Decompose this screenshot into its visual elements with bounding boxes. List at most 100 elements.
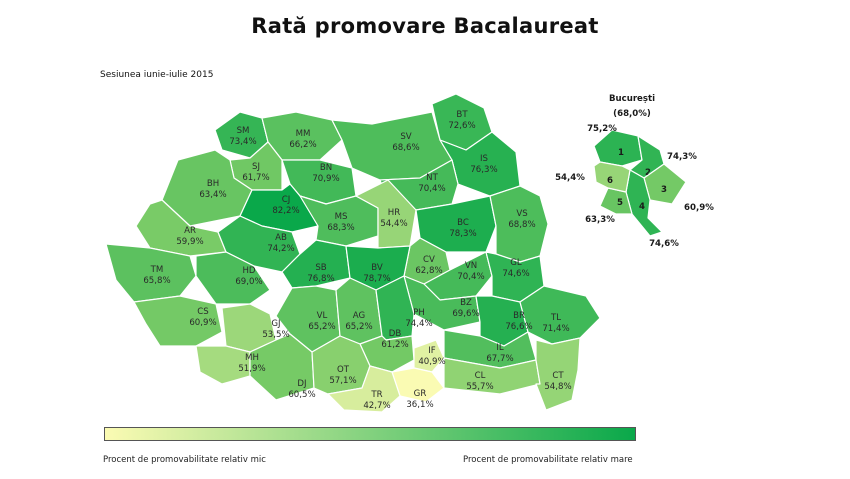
county-value-vs: 68,8% <box>508 220 535 230</box>
county-value-is: 76,3% <box>470 165 497 175</box>
sector-number-5: 5 <box>617 198 623 208</box>
county-code-dj: DJ <box>297 379 306 389</box>
county-value-bn: 70,9% <box>312 174 339 184</box>
county-code-sb: SB <box>315 263 326 273</box>
county-value-bc: 78,3% <box>449 229 476 239</box>
labels-layer: SM73,4%MM66,2%BT72,6%SV68,6%IS76,3%SJ61,… <box>143 110 571 411</box>
county-code-ag: AG <box>353 311 365 321</box>
county-value-ab: 74,2% <box>267 244 294 254</box>
county-value-sm: 73,4% <box>229 137 256 147</box>
county-code-cv: CV <box>423 255 435 265</box>
county-tr <box>327 365 401 413</box>
county-value-br: 76,6% <box>505 322 532 332</box>
county-code-gl: GL <box>510 258 522 268</box>
county-code-vn: VN <box>465 261 477 271</box>
county-code-bz: BZ <box>460 298 472 308</box>
county-value-ct: 54,8% <box>544 382 571 392</box>
county-if <box>413 339 445 373</box>
county-value-ar: 59,9% <box>176 237 203 247</box>
sector-6 <box>593 161 631 193</box>
county-ct <box>535 337 581 411</box>
county-tl <box>519 285 601 345</box>
county-value-gj: 53,5% <box>262 330 289 340</box>
county-code-if: IF <box>428 346 436 356</box>
county-code-vl: VL <box>317 311 328 321</box>
county-code-nt: NT <box>426 173 438 183</box>
county-value-gl: 74,6% <box>502 269 529 279</box>
county-value-mh: 51,9% <box>238 364 265 374</box>
county-code-mm: MM <box>296 129 311 139</box>
sector-value-2: 74,3% <box>667 152 697 162</box>
county-value-bz: 69,6% <box>452 309 479 319</box>
county-value-sb: 76,8% <box>307 274 334 284</box>
county-tm <box>105 243 197 303</box>
sectors-layer: 1 75,2% 2 74,3% 3 60,9% 4 74,6% 563,3% 6 54,4% <box>555 124 714 249</box>
county-code-cl: CL <box>475 371 486 381</box>
sector-value-1: 75,2% <box>587 124 617 134</box>
bucharest-value: (68,0%) <box>613 109 651 119</box>
county-value-mm: 66,2% <box>289 140 316 150</box>
county-code-bt: BT <box>456 110 468 120</box>
county-code-bc: BC <box>457 218 469 228</box>
county-code-tl: TL <box>550 313 561 323</box>
map-title: Rată promovare Bacalaureat <box>251 14 599 38</box>
sector-value-3: 60,9% <box>684 203 714 213</box>
county-code-sv: SV <box>400 132 411 142</box>
sector-value-5: 63,3% <box>585 215 615 225</box>
county-code-bv: BV <box>371 263 383 273</box>
county-code-gj: GJ <box>271 319 280 329</box>
county-value-tr: 42,7% <box>363 401 390 411</box>
county-code-ms: MS <box>335 212 348 222</box>
county-value-bt: 72,6% <box>448 121 475 131</box>
county-code-il: IL <box>496 343 504 353</box>
county-value-if: 40,9% <box>418 357 445 367</box>
county-value-ot: 57,1% <box>329 376 356 386</box>
county-value-sv: 68,6% <box>392 143 419 153</box>
county-value-bv: 78,7% <box>363 274 390 284</box>
county-code-cj: CJ <box>282 195 291 205</box>
county-value-sj: 61,7% <box>242 173 269 183</box>
county-value-il: 67,7% <box>486 354 513 364</box>
county-value-cj: 82,2% <box>272 206 299 216</box>
county-code-db: DB <box>389 329 402 339</box>
sector-value-6: 54,4% <box>555 173 585 183</box>
county-value-dj: 60,5% <box>288 390 315 400</box>
county-code-ab: AB <box>275 233 287 243</box>
county-value-cv: 62,8% <box>415 266 442 276</box>
county-value-tm: 65,8% <box>143 276 170 286</box>
sector-number-3: 3 <box>661 185 667 195</box>
county-code-hr: HR <box>388 208 400 218</box>
county-code-ot: OT <box>337 365 350 375</box>
county-code-br: BR <box>513 311 525 321</box>
county-value-vl: 65,2% <box>308 322 335 332</box>
county-value-nt: 70,4% <box>418 184 445 194</box>
county-value-ag: 65,2% <box>345 322 372 332</box>
county-value-ph: 74,4% <box>405 319 432 329</box>
county-value-hr: 54,4% <box>380 219 407 229</box>
county-value-gr: 36,1% <box>406 400 433 410</box>
sector-value-4: 74,6% <box>649 239 679 249</box>
county-value-hd: 69,0% <box>235 277 262 287</box>
county-code-mh: MH <box>245 353 259 363</box>
county-code-hd: HD <box>242 266 255 276</box>
county-code-ar: AR <box>184 226 196 236</box>
county-code-tm: TM <box>150 265 164 275</box>
map-subtitle: Sesiunea iunie-iulie 2015 <box>100 70 214 80</box>
counties-layer <box>105 93 601 413</box>
county-value-db: 61,2% <box>381 340 408 350</box>
legend-color-bar <box>104 427 636 441</box>
sector-number-1: 1 <box>618 148 624 158</box>
sector-number-2: 2 <box>645 168 651 178</box>
county-code-bh: BH <box>207 179 219 189</box>
county-code-bn: BN <box>320 163 332 173</box>
county-cs <box>133 295 223 347</box>
county-value-tl: 71,4% <box>542 324 569 334</box>
county-value-cl: 55,7% <box>466 382 493 392</box>
county-code-sj: SJ <box>252 162 260 172</box>
county-code-ct: CT <box>552 371 564 381</box>
county-code-tr: TR <box>370 390 382 400</box>
county-code-is: IS <box>480 154 488 164</box>
county-code-sm: SM <box>237 126 250 136</box>
bucharest-inset: București (68,0%) 1 75,2% 2 74,3% 3 60,9% 4 74,… <box>555 94 714 249</box>
